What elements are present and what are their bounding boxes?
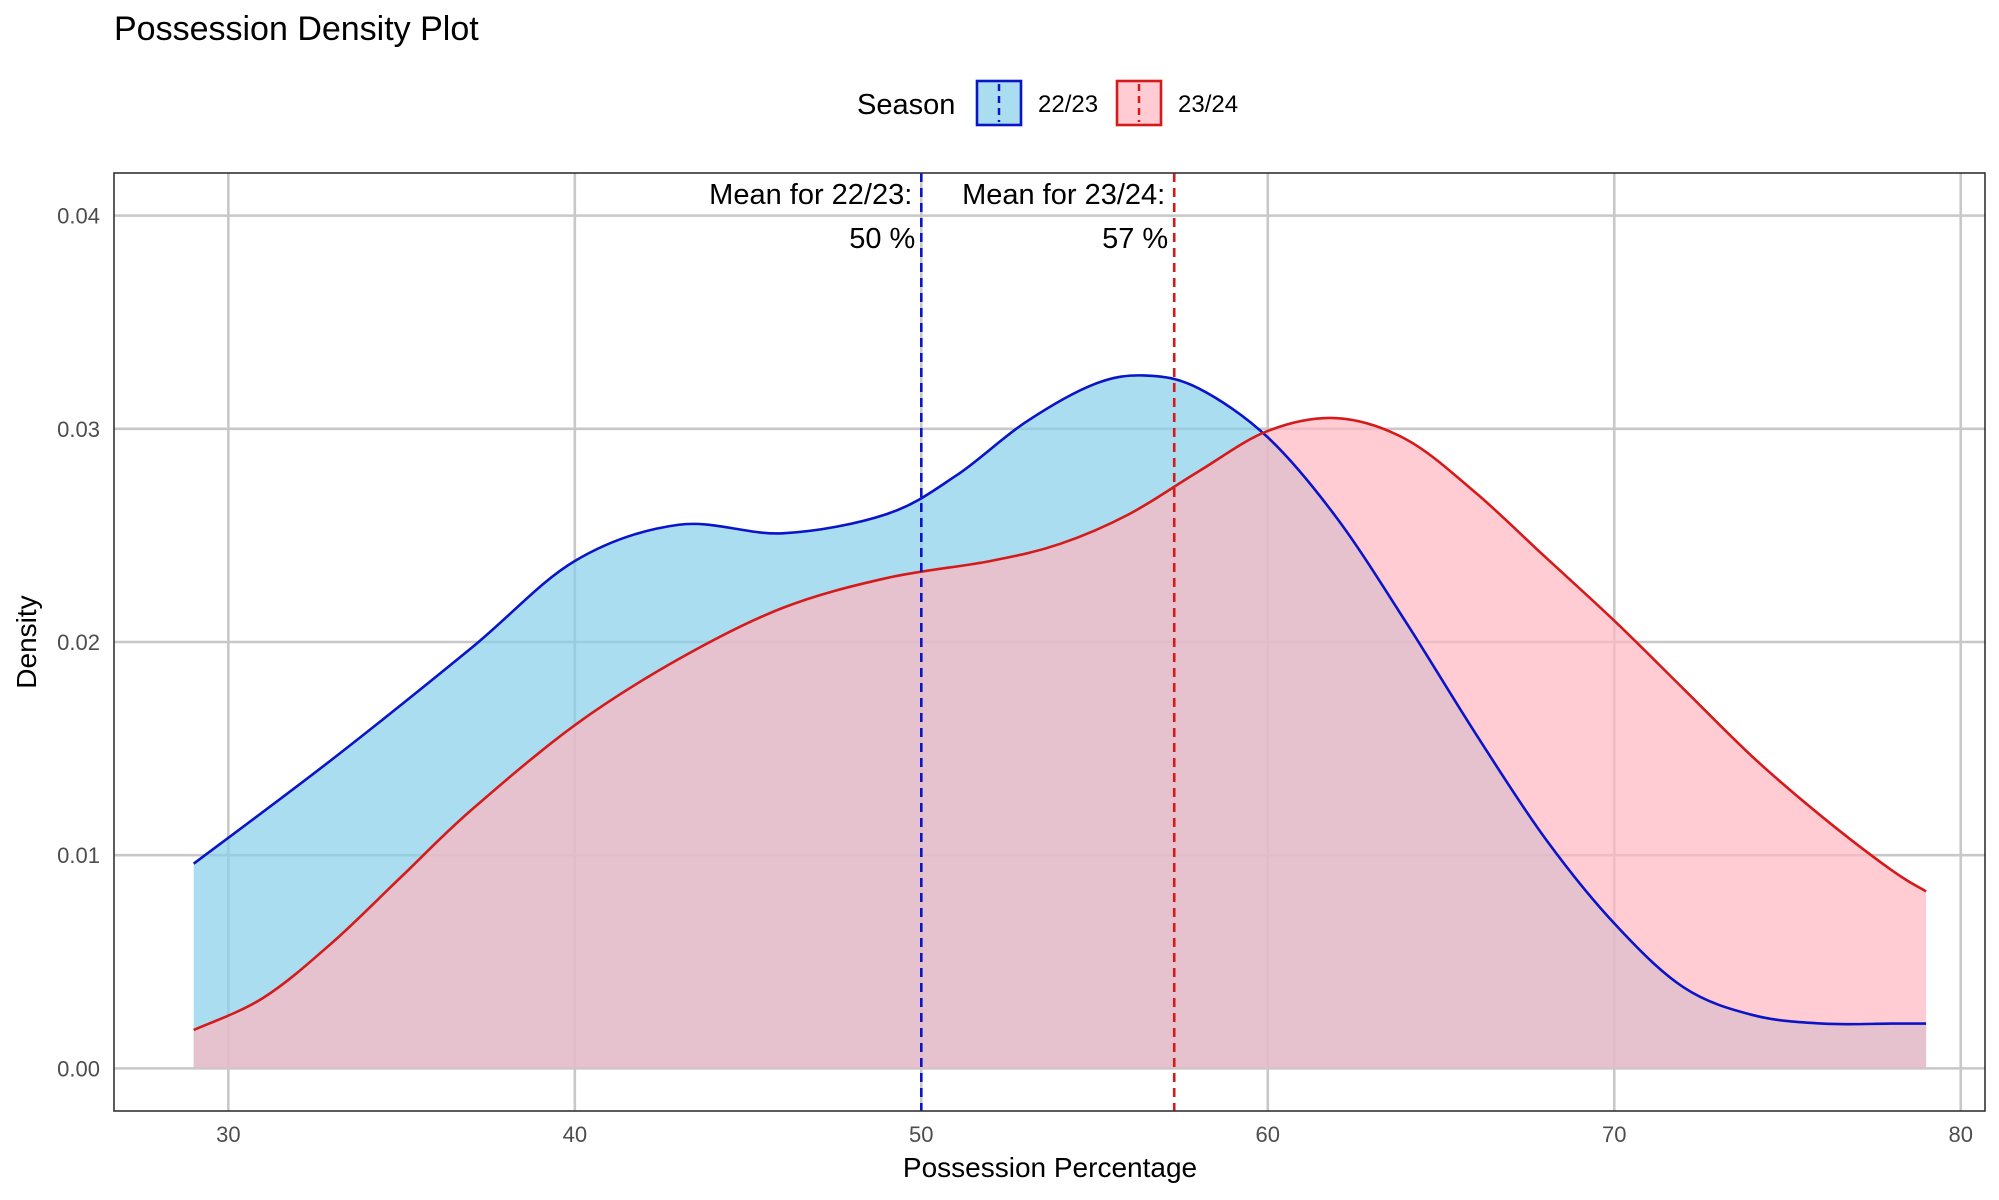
mean-lines [920,173,1176,1111]
mean-label-22-23: Mean for 22/23: [709,179,912,211]
y-tick-label-3: 0.03 [57,417,100,442]
legend-label-23-24: 23/24 [1178,91,1238,118]
y-axis-ticks: 0.00 0.01 0.02 0.03 0.04 [57,204,100,1082]
legend: Season 22/23 23/24 [857,79,1238,127]
density-area-23-24 [193,417,1927,1069]
y-axis-title: Density [11,595,42,688]
y-tick-label-1: 0.01 [57,843,100,868]
mean-value-23-24: 57 % [1102,223,1168,255]
x-axis-title: Possession Percentage [903,1152,1197,1183]
density-lines [192,374,1927,1032]
chart-title: Possession Density Plot [114,10,479,48]
x-tick-label-80: 80 [1949,1122,1973,1147]
mean-annotations: Mean for 22/23: 50 % Mean for 23/24: 57 % [709,179,1168,255]
x-tick-label-40: 40 [563,1122,587,1147]
legend-label-22-23: 22/23 [1038,91,1098,118]
panel-border [113,172,1986,1112]
density-line-23-24 [193,416,1927,1032]
x-tick-label-30: 30 [216,1122,240,1147]
mean-value-22-23: 50 % [849,223,915,255]
y-tick-label-4: 0.04 [57,204,100,229]
mean-label-23-24: Mean for 23/24: [962,179,1165,211]
x-axis-ticks: 30 40 50 60 70 80 [216,1122,1973,1147]
x-tick-label-60: 60 [1256,1122,1280,1147]
density-line-22-23 [192,374,1927,1026]
density-areas [193,375,1927,1069]
y-tick-label-2: 0.02 [57,630,100,655]
legend-title: Season [857,89,955,121]
y-tick-label-0: 0.00 [57,1056,100,1081]
x-tick-label-50: 50 [909,1122,933,1147]
x-tick-label-70: 70 [1602,1122,1626,1147]
